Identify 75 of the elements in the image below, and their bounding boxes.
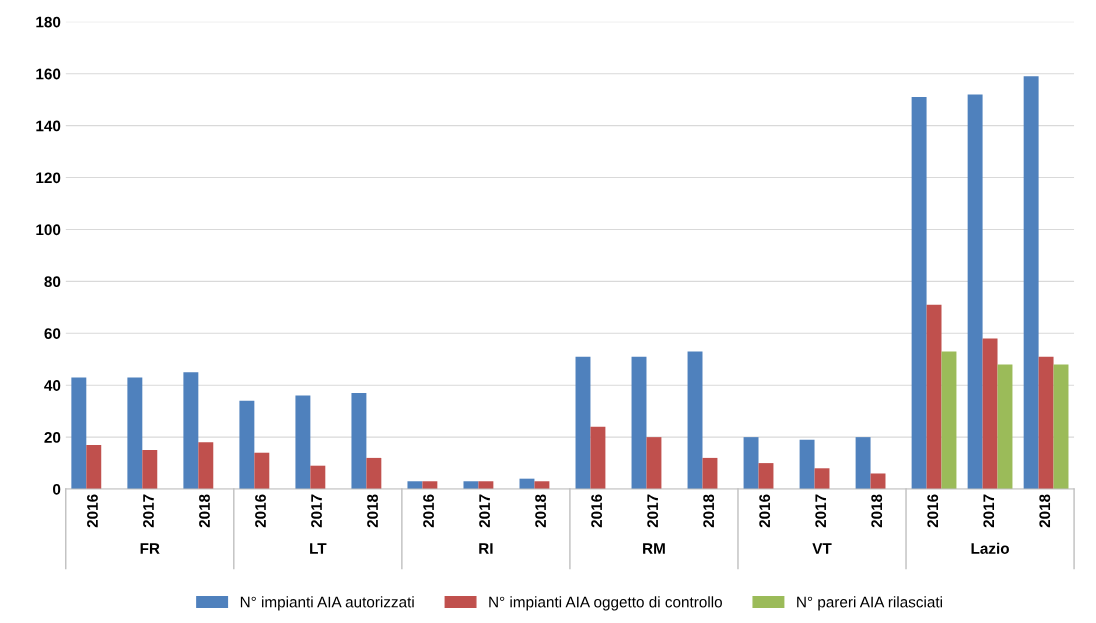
bar (351, 393, 367, 490)
bar (687, 351, 703, 490)
bar (310, 465, 326, 490)
x-tick-label: 2017 (311, 494, 322, 528)
x-tick-label: 2017 (815, 494, 827, 528)
x-tick-label: 2018 (703, 494, 715, 528)
bar (254, 452, 270, 490)
text: Lazio (971, 542, 1009, 554)
bar (71, 377, 87, 490)
bar (239, 400, 255, 490)
bar (799, 439, 815, 490)
legend-label: N° impianti AIA autorizzati (240, 596, 414, 611)
x-tick-label: 2018 (1039, 494, 1051, 528)
text: RM (643, 543, 665, 554)
x-tick-label: 2016 (759, 494, 771, 528)
x-tick-label: 2017 (479, 494, 490, 528)
bar (967, 94, 983, 490)
legend-label: N° pareri AIA rilasciati (797, 596, 942, 611)
bar (534, 481, 550, 490)
bar (422, 481, 438, 490)
y-tick-label: 160 (36, 68, 61, 80)
bar (941, 351, 957, 490)
bar (758, 463, 774, 490)
text: RI (479, 543, 493, 554)
bar (814, 468, 830, 490)
x-tick-label: 2018 (199, 494, 210, 528)
y-tick-label: 100 (36, 224, 61, 236)
bar (127, 377, 143, 490)
bar (702, 457, 718, 490)
y-tick-label: 0 (53, 483, 61, 495)
bar (1038, 356, 1054, 490)
x-tick-label: 2016 (591, 494, 603, 528)
bar (982, 338, 998, 490)
y-tick-label: 40 (44, 380, 61, 391)
bar (478, 481, 494, 490)
x-tick-label: 2017 (647, 494, 659, 528)
bar (997, 364, 1013, 490)
bar (366, 457, 382, 490)
bar (855, 437, 871, 490)
x-tick-label: 2016 (927, 494, 939, 528)
bar (575, 356, 591, 490)
text: LT (310, 543, 327, 554)
x-tick-label: 2018 (367, 494, 378, 528)
y-tick-label: 20 (44, 432, 61, 443)
text: VT (812, 543, 832, 554)
x-tick-label: 2018 (535, 494, 547, 528)
y-tick-label: 140 (36, 120, 61, 132)
bar (743, 437, 759, 490)
y-tick-label: 60 (44, 328, 61, 339)
bar (631, 356, 647, 490)
y-tick-label: 120 (36, 172, 61, 184)
bar (463, 481, 479, 490)
bar (295, 395, 311, 490)
bar (870, 473, 886, 490)
text: FR (140, 543, 160, 554)
bar (407, 481, 423, 490)
bar (1053, 364, 1069, 490)
y-tick-label: 180 (36, 16, 61, 28)
y-tick-label: 80 (44, 276, 61, 288)
bar (590, 426, 606, 490)
x-tick-label: 2017 (983, 494, 995, 528)
bar (1023, 76, 1039, 490)
x-tick-label: 2016 (255, 494, 266, 528)
bar (86, 444, 102, 490)
bar (142, 450, 158, 490)
bar (198, 442, 214, 490)
bar (911, 97, 927, 490)
legend-label: N° impianti AIA oggetto di controllo (489, 596, 722, 611)
bar (646, 437, 662, 490)
bar (926, 304, 942, 490)
bar (183, 372, 199, 490)
x-tick-label: 2017 (143, 494, 154, 528)
x-tick-label: 2016 (87, 494, 98, 528)
x-tick-label: 2018 (871, 494, 883, 528)
x-tick-label: 2016 (423, 494, 434, 528)
